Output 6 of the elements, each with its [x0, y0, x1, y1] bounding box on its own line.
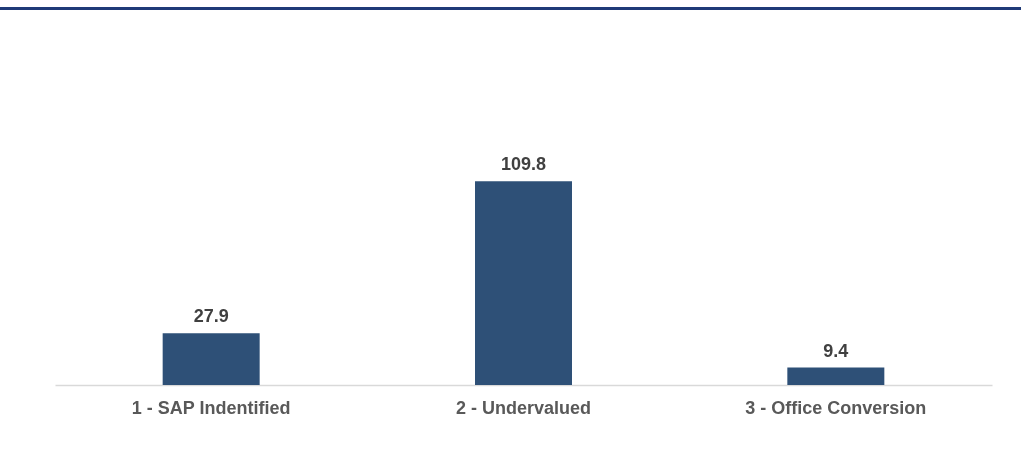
data-label: 109.8 — [500, 154, 547, 175]
x-tick-label: 3 - Office Conversion — [745, 397, 927, 418]
x-tick-label: 2 - Undervalued — [455, 397, 592, 418]
data-label: 27.9 — [193, 306, 229, 327]
data-label: 9.4 — [823, 340, 849, 361]
x-tick-label: 1 - SAP Indentified — [131, 397, 291, 418]
